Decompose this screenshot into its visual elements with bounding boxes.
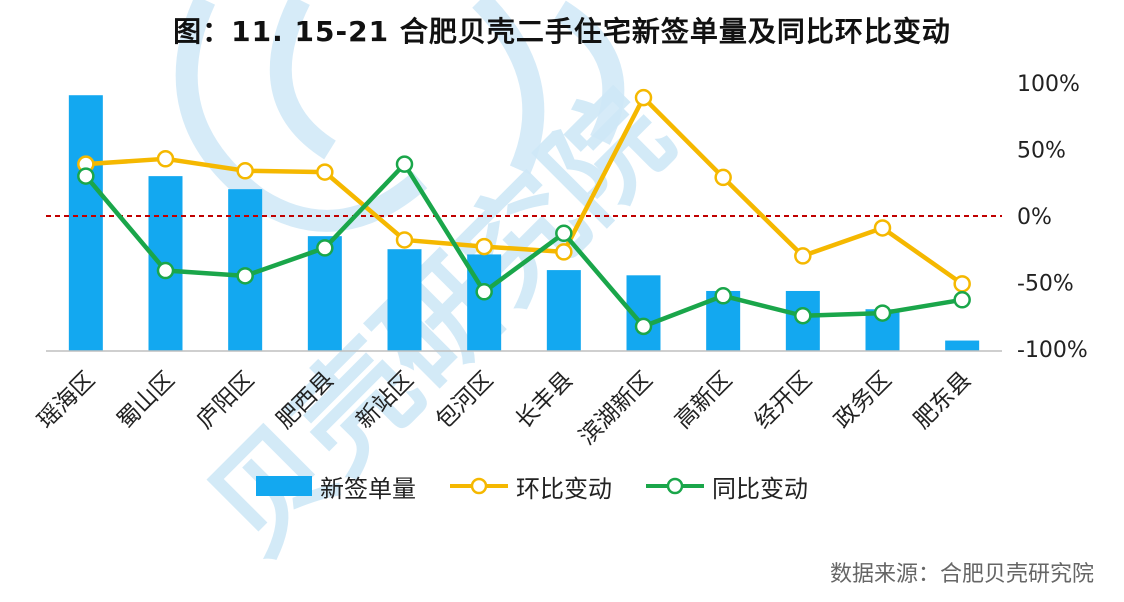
legend-line-swatch xyxy=(450,477,508,495)
series-point xyxy=(953,275,971,293)
x-tick-label: 包河区 xyxy=(431,367,498,434)
legend-item-yoy: 同比变动 xyxy=(646,469,808,504)
line-series xyxy=(77,88,971,336)
x-tick-label: 庐阳区 xyxy=(192,367,259,434)
x-tick-label: 政务区 xyxy=(830,367,897,434)
series-point xyxy=(794,247,812,265)
legend-line-swatch xyxy=(646,477,704,495)
bar xyxy=(945,340,980,351)
series-point xyxy=(634,88,653,107)
series-point xyxy=(236,162,254,180)
y2-tick-label: 50% xyxy=(1017,139,1066,164)
series-point xyxy=(714,168,732,187)
series-point xyxy=(156,150,175,168)
y2-tick-labels: 100% 50% 0% -50% -100% xyxy=(1017,72,1088,363)
series-point xyxy=(555,224,573,243)
series-point xyxy=(236,267,254,285)
series-point xyxy=(77,167,95,185)
series-point xyxy=(953,291,971,309)
bar xyxy=(387,249,422,351)
series-point xyxy=(316,239,334,257)
legend-item-mom: 环比变动 xyxy=(450,469,612,504)
series-line xyxy=(85,95,964,286)
series-point xyxy=(316,163,334,181)
series-point xyxy=(555,243,573,261)
y2-tick-label: 0% xyxy=(1017,205,1052,230)
bar xyxy=(546,270,581,351)
x-tick-label: 长丰县 xyxy=(511,367,578,434)
bar xyxy=(68,95,103,351)
series-point xyxy=(395,231,414,249)
legend-label: 新签单量 xyxy=(320,474,416,503)
series-point xyxy=(475,237,493,256)
y2-tick-label: -100% xyxy=(1017,338,1088,363)
x-tick-label: 蜀山区 xyxy=(113,367,180,434)
series-point xyxy=(475,283,493,301)
y2-tick-label: -50% xyxy=(1017,272,1074,297)
legend-label: 环比变动 xyxy=(516,474,612,503)
x-tick-label: 瑶海区 xyxy=(33,367,100,434)
series-point xyxy=(634,317,653,336)
x-tick-label: 滨湖新区 xyxy=(574,367,657,450)
series-point xyxy=(873,219,892,237)
y2-tick-label: 100% xyxy=(1017,72,1080,97)
series-point xyxy=(794,307,812,325)
series-point xyxy=(156,261,175,280)
x-tick-label: 经开区 xyxy=(750,367,817,434)
series-point xyxy=(395,155,414,173)
x-tick-label: 新站区 xyxy=(352,367,419,434)
series-point xyxy=(873,304,892,322)
legend-label: 同比变动 xyxy=(712,474,808,503)
x-tick-label: 肥西县 xyxy=(272,367,339,434)
legend-bar-swatch xyxy=(256,476,312,496)
x-tick-label: 肥东县 xyxy=(909,367,976,434)
legend-item-bars: 新签单量 xyxy=(256,469,416,504)
legend: 新签单量 环比变动 同比变动 xyxy=(256,468,808,504)
series-line xyxy=(84,161,963,329)
source-note: 数据来源：合肥贝壳研究院 xyxy=(829,562,1094,587)
chart-title: 图：11. 15-21 合肥贝壳二手住宅新签单量及同比环比变动 xyxy=(173,15,951,48)
x-tick-label: 高新区 xyxy=(670,367,737,434)
series-point xyxy=(714,287,732,305)
